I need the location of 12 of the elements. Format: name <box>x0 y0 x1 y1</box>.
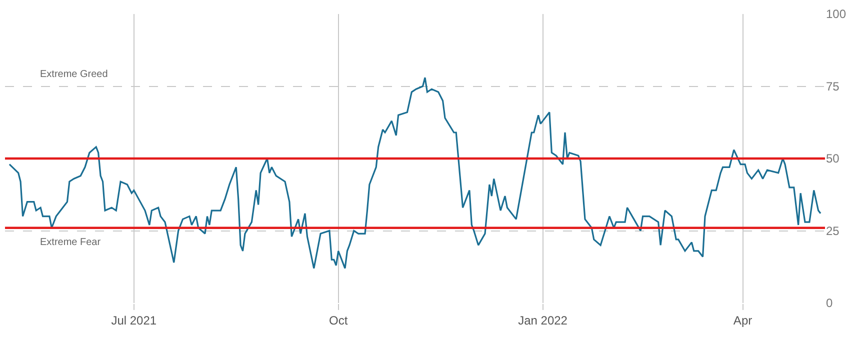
y-tick-label: 25 <box>826 224 840 238</box>
x-tick-label: Jul 2021 <box>111 313 157 328</box>
x-tick-label: Jan 2022 <box>518 313 568 328</box>
x-tick-label: Apr <box>733 313 752 328</box>
y-tick-label: 75 <box>826 79 840 94</box>
y-tick-label: 0 <box>826 296 833 310</box>
line-series <box>8 76 822 270</box>
x-tick-label: Oct <box>328 313 348 328</box>
y-tick-label: 50 <box>826 152 840 166</box>
y-tick-label: 100 <box>826 7 846 22</box>
annotation: Extreme Greed <box>40 69 108 80</box>
annotation: Extreme Fear <box>40 237 102 248</box>
